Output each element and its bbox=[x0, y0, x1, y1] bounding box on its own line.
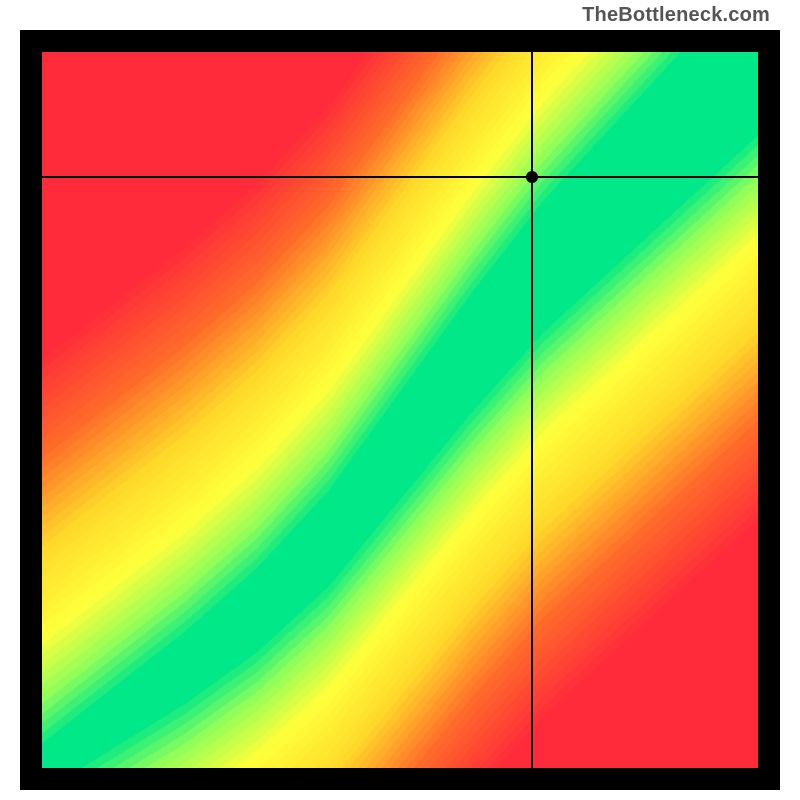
heatmap-plot bbox=[42, 52, 758, 768]
heatmap-canvas bbox=[42, 52, 758, 768]
crosshair-horizontal bbox=[42, 176, 758, 178]
chart-container: TheBottleneck.com bbox=[0, 0, 800, 800]
crosshair-vertical bbox=[531, 52, 533, 768]
watermark-text: TheBottleneck.com bbox=[582, 4, 770, 27]
